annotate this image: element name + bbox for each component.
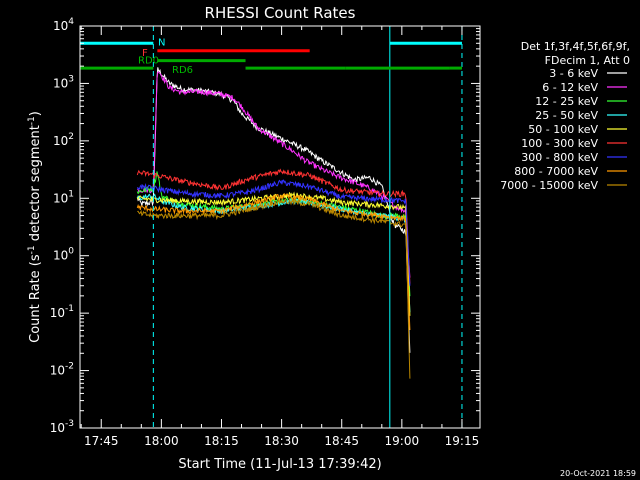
y-axis-label-sup2: -1 (27, 116, 37, 125)
y-axis-label-mid: detector segment (28, 125, 43, 245)
legend-label: 300 - 800 keV (521, 151, 598, 164)
series-line (136, 168, 411, 284)
y-tick-label: 102 (53, 132, 74, 148)
x-tick-label: 18:00 (144, 434, 179, 448)
legend-label: 7000 - 15000 keV (500, 179, 598, 192)
x-axis-label: Start Time (11-Jul-13 17:39:42) (178, 457, 381, 472)
y-axis-label: Count Rate (s-1 detector segment-1) (27, 111, 43, 343)
legend-label: 12 - 25 keV (535, 95, 598, 108)
x-tick-label: 19:00 (385, 434, 420, 448)
x-tick-label: 18:45 (324, 434, 359, 448)
axes-frame (79, 25, 481, 429)
x-tick-label: 19:15 (445, 434, 480, 448)
flag-label-rd6: RD6 (172, 65, 193, 76)
y-tick-label: 101 (53, 189, 74, 205)
x-tick-label: 18:30 (264, 434, 299, 448)
y-tick-label: 100 (53, 247, 74, 263)
flag-bars (80, 41, 462, 70)
legend-label: 800 - 7000 keV (514, 165, 598, 178)
series-line (136, 179, 411, 286)
y-tick-label: 104 (53, 17, 74, 33)
legend-label: 6 - 12 keV (542, 81, 598, 94)
footer-date: 20-Oct-2021 18:59 (560, 469, 636, 478)
y-tick-label: 10-1 (50, 304, 74, 320)
legend-label: 3 - 6 keV (549, 67, 598, 80)
x-tick-label: 18:15 (204, 434, 239, 448)
y-axis-label-end: ) (28, 111, 43, 116)
y-axis-label-sup1: -1 (27, 245, 37, 254)
series-line (136, 192, 411, 331)
series-line (136, 67, 411, 353)
legend-label: 50 - 100 keV (528, 123, 598, 136)
legend-header: Det 1f,3f,4f,5f,6f,9f, (521, 40, 630, 53)
chart-title: RHESSI Count Rates (205, 4, 356, 22)
y-axis-label-main: Count Rate (s (28, 254, 43, 343)
y-tick-label: 10-2 (50, 362, 74, 378)
flag-label-f: F (142, 48, 148, 59)
flag-label-n: N (158, 37, 165, 48)
legend-header: FDecim 1, Att 0 (545, 54, 630, 67)
series-line (137, 71, 411, 278)
legend-label: 100 - 300 keV (521, 137, 598, 150)
y-tick-label: 10-3 (50, 419, 74, 435)
legend-label: 25 - 50 keV (535, 109, 598, 122)
y-tick-label: 103 (53, 74, 74, 90)
series-line (137, 197, 411, 379)
series-group (136, 67, 411, 379)
x-tick-label: 17:45 (84, 434, 119, 448)
flag-label-rd0: RD0 (138, 56, 159, 67)
